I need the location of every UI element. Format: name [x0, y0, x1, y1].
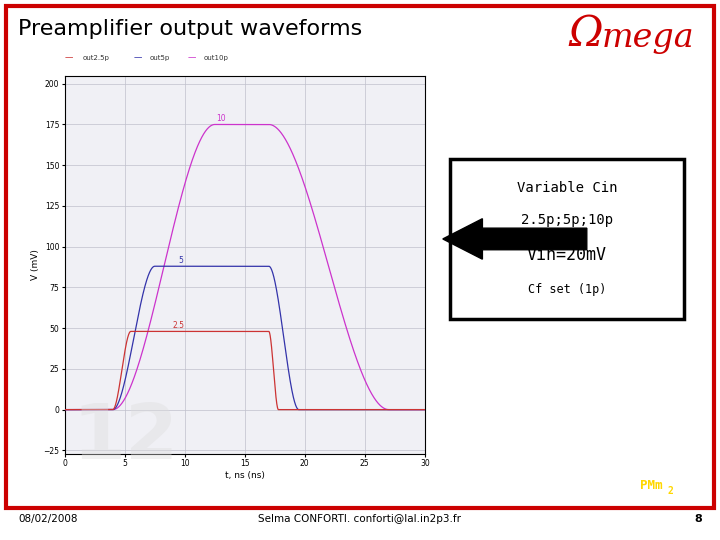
Text: —: —: [133, 53, 142, 63]
X-axis label: t, ns (ns): t, ns (ns): [225, 471, 265, 480]
Text: 12: 12: [72, 401, 178, 475]
Text: 08/02/2008: 08/02/2008: [18, 514, 78, 524]
Text: mega: mega: [601, 22, 694, 53]
Text: 2.5: 2.5: [173, 321, 185, 330]
Text: Variable Cin: Variable Cin: [517, 181, 617, 195]
Text: 2.5p;5p;10p: 2.5p;5p;10p: [521, 213, 613, 227]
Text: Preamplifier output waveforms: Preamplifier output waveforms: [18, 19, 362, 39]
Text: Vin=20mV: Vin=20mV: [527, 246, 607, 264]
Text: —: —: [187, 53, 196, 63]
Text: —: —: [65, 53, 73, 63]
Text: 10: 10: [216, 114, 225, 123]
Text: out2.5p: out2.5p: [83, 56, 109, 62]
Text: out10p: out10p: [204, 56, 229, 62]
Text: Selma CONFORTI. conforti@lal.in2p3.fr: Selma CONFORTI. conforti@lal.in2p3.fr: [258, 514, 462, 524]
Text: PMm: PMm: [640, 480, 663, 492]
FancyArrow shape: [443, 219, 587, 259]
Text: Ω: Ω: [569, 14, 603, 56]
Text: Cf set (1p): Cf set (1p): [528, 284, 606, 296]
Text: 2: 2: [667, 485, 673, 496]
Text: 8: 8: [694, 514, 702, 524]
Text: 5: 5: [179, 256, 184, 265]
Text: out5p: out5p: [150, 56, 170, 62]
Y-axis label: V (mV): V (mV): [32, 249, 40, 280]
